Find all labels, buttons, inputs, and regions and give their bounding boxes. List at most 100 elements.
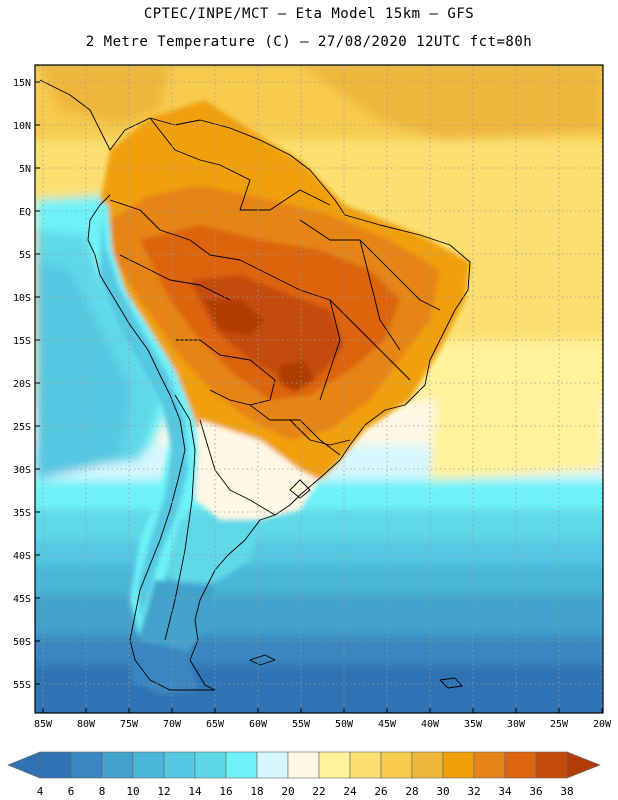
lat-label: 15S xyxy=(13,336,31,347)
lat-label: 45S xyxy=(13,594,31,605)
lat-label: 25S xyxy=(13,422,31,433)
plot-frame xyxy=(34,64,604,714)
country-border xyxy=(175,339,276,406)
colorbar-swatch xyxy=(535,751,568,779)
colorbar-label: 10 xyxy=(126,785,139,798)
country-border xyxy=(119,254,231,301)
field-band xyxy=(35,595,603,635)
colorbar-label: 22 xyxy=(312,785,325,798)
colorbar-label: 18 xyxy=(250,785,263,798)
lon-label: 40W xyxy=(421,719,440,730)
lon-label: 70W xyxy=(163,719,182,730)
boundaries xyxy=(39,79,471,691)
colorbar-swatch xyxy=(194,751,227,779)
lat-label: 10N xyxy=(13,121,31,132)
field-patch xyxy=(35,260,130,480)
lon-label: 80W xyxy=(77,719,96,730)
lat-label: 5N xyxy=(19,164,31,175)
island xyxy=(289,479,311,499)
colorbar-label: 38 xyxy=(560,785,573,798)
lon-label: 25W xyxy=(550,719,569,730)
field-band xyxy=(35,540,603,565)
lat-label: 50S xyxy=(13,637,31,648)
colorbar-label: 6 xyxy=(68,785,75,798)
colorbar-label: 30 xyxy=(436,785,449,798)
land-field xyxy=(205,300,265,335)
country-border xyxy=(164,394,196,641)
lat-label: 15N xyxy=(13,78,31,89)
lat-label: 30S xyxy=(13,465,31,476)
colorbar-swatch xyxy=(256,751,289,779)
country-border xyxy=(249,404,341,456)
colorbar-swatch xyxy=(225,751,258,779)
state-border xyxy=(259,269,411,381)
land-field xyxy=(195,420,320,520)
lon-label: 20W xyxy=(593,719,612,730)
lat-label: 10S xyxy=(13,293,31,304)
lat-axis: 15N 10N 5N EQ 5S 10S 15S 20S 25S 30S 35S 40S 45S 50S 5… xyxy=(13,78,40,691)
country-border xyxy=(199,419,276,516)
lon-label: 60W xyxy=(249,719,268,730)
land-field xyxy=(278,360,315,392)
colorbar-label: 4 xyxy=(37,785,44,798)
colorbar-swatch xyxy=(504,751,537,779)
land-field xyxy=(130,640,200,695)
colorbar-swatch xyxy=(287,751,320,779)
andes-field xyxy=(100,215,188,620)
colorbar-label: 34 xyxy=(498,785,512,798)
colorbar-low-arrow xyxy=(7,751,41,779)
colorbar-swatch xyxy=(132,751,165,779)
island xyxy=(249,654,276,666)
field-patch xyxy=(300,65,603,140)
colorbar-label: 24 xyxy=(343,785,357,798)
state-border xyxy=(299,219,441,311)
lat-label: 35S xyxy=(13,508,31,519)
grid xyxy=(35,65,603,713)
colorbar-label: 20 xyxy=(281,785,294,798)
colorbar-swatch xyxy=(411,751,444,779)
plot-area xyxy=(35,65,603,713)
colorbar-label: 16 xyxy=(219,785,232,798)
state-border xyxy=(289,419,351,446)
island xyxy=(439,677,463,689)
lat-label: 5S xyxy=(19,250,31,261)
lon-label: 45W xyxy=(378,719,397,730)
field-band xyxy=(35,480,603,510)
lat-label: 40S xyxy=(13,551,31,562)
lon-label: 85W xyxy=(34,719,53,730)
colorbar-label: 12 xyxy=(157,785,170,798)
colorbar-swatch xyxy=(473,751,506,779)
lon-label: 50W xyxy=(335,719,354,730)
lon-label: 35W xyxy=(464,719,483,730)
state-border xyxy=(359,239,401,351)
colorbar-label: 14 xyxy=(188,785,202,798)
colorbar-swatch xyxy=(380,751,413,779)
country-border xyxy=(149,117,331,211)
lon-axis: 85W 80W 75W 70W 65W 60W 55W 50W 45W 40W 35W 30W 25W 2… xyxy=(34,708,612,730)
colorbar-label: 32 xyxy=(467,785,480,798)
colorbar-swatch xyxy=(39,751,72,779)
colorbar-label: 28 xyxy=(405,785,418,798)
colorbar-swatch xyxy=(318,751,351,779)
colorbar-swatch xyxy=(442,751,475,779)
colorbar: 4 6 8 10 12 14 16 18 20 22 24 26 28 30 32 34 36 38 xyxy=(7,751,601,798)
colorbar-label: 36 xyxy=(529,785,542,798)
chart-title-line2: 2 Metre Temperature (C) – 27/08/2020 12U… xyxy=(85,34,533,50)
field-band xyxy=(35,510,603,540)
colorbar-swatch xyxy=(101,751,134,779)
land-field xyxy=(165,520,260,590)
field-band xyxy=(35,565,603,595)
colorbar-swatch xyxy=(349,751,382,779)
lat-label: 55S xyxy=(13,680,31,691)
colorbar-swatch xyxy=(163,751,196,779)
field-patch xyxy=(40,65,170,125)
field-band xyxy=(35,635,603,665)
lon-label: 75W xyxy=(120,719,139,730)
colorbar-label: 26 xyxy=(374,785,387,798)
state-border xyxy=(319,299,341,401)
coastline xyxy=(39,79,471,691)
lon-label: 55W xyxy=(292,719,311,730)
field-patch xyxy=(430,350,603,480)
colorbar-swatch xyxy=(70,751,103,779)
